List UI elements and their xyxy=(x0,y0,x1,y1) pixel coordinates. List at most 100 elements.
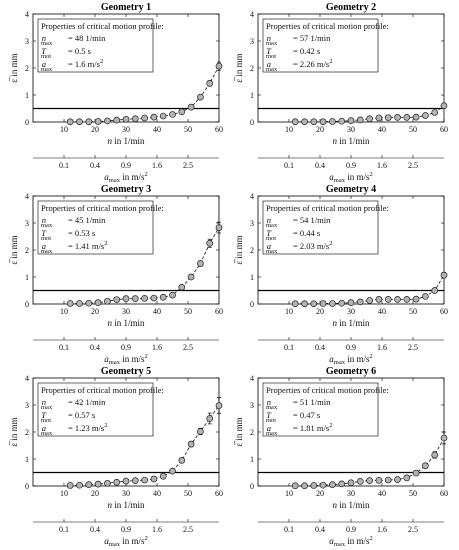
x-tick-label: 60 xyxy=(440,307,448,316)
data-point xyxy=(131,295,139,302)
secondary-x-tick-label: 2.5 xyxy=(408,525,418,534)
data-point xyxy=(104,297,111,305)
secondary-x-tick-label: 0.9 xyxy=(346,161,356,170)
y-tick-label: 3 xyxy=(250,401,254,410)
y-tick-label: 0 xyxy=(25,300,29,309)
data-point xyxy=(310,482,318,489)
y-tick-label: 1 xyxy=(250,273,254,282)
chart-panel-4: Geometry 4 0 1 2 3 4 10 20 30 40 50 60 ε̅ in mm n in … xyxy=(234,184,448,366)
x-tick-label: 50 xyxy=(409,489,417,498)
data-point xyxy=(431,109,439,116)
y-tick-label: 1 xyxy=(25,455,29,464)
data-point xyxy=(412,295,420,303)
data-point xyxy=(384,114,392,122)
secondary-x-axis-label: amax in m/s2 xyxy=(329,171,372,184)
data-point xyxy=(347,117,355,125)
info-box xyxy=(262,200,379,255)
data-point xyxy=(422,462,429,470)
info-heading: Properties of critical motion profile: xyxy=(266,203,389,213)
secondary-x-tick-label: 0.4 xyxy=(315,525,325,534)
data-point xyxy=(150,475,158,483)
data-point xyxy=(422,293,429,300)
y-tick-label: 2 xyxy=(25,428,29,437)
data-point xyxy=(76,481,83,489)
data-point xyxy=(141,476,148,484)
data-point xyxy=(94,299,102,306)
data-point xyxy=(412,469,420,477)
data-point xyxy=(366,115,373,123)
y-tick-label: 3 xyxy=(250,219,254,228)
data-point xyxy=(206,239,214,247)
data-point xyxy=(122,295,130,302)
data-point xyxy=(375,296,383,303)
y-tick-label: 1 xyxy=(25,273,29,282)
data-point xyxy=(403,474,411,482)
data-point xyxy=(169,291,176,299)
data-point xyxy=(394,296,401,303)
x-tick-label: 60 xyxy=(215,489,223,498)
secondary-x-tick-label: 0.1 xyxy=(284,161,294,170)
series-line xyxy=(70,405,220,486)
secondary-x-tick-label: 2.5 xyxy=(183,161,193,170)
data-point xyxy=(329,481,336,488)
data-point xyxy=(113,116,121,124)
data-point xyxy=(178,108,186,116)
info-n-max: n max= 42 1/min xyxy=(41,397,106,411)
x-tick-label: 50 xyxy=(184,307,192,316)
x-tick-label: 20 xyxy=(91,125,99,134)
secondary-x-tick-label: 0.9 xyxy=(121,343,131,352)
data-point xyxy=(206,80,214,87)
y-tick-label: 2 xyxy=(250,428,254,437)
secondary-x-axis-label: amax in m/s2 xyxy=(104,171,147,184)
info-a-max: a max= 1.23 m/s2 xyxy=(41,422,107,437)
data-point xyxy=(403,114,411,121)
y-tick-label: 4 xyxy=(25,10,29,19)
y-tick-label: 0 xyxy=(250,118,254,127)
x-tick-label: 20 xyxy=(316,489,324,498)
data-point xyxy=(169,111,176,118)
x-tick-label: 40 xyxy=(153,125,161,134)
data-point xyxy=(76,300,83,307)
series-line xyxy=(70,65,220,123)
info-n-max: n max= 57 1/min xyxy=(266,33,331,47)
secondary-x-tick-label: 1.6 xyxy=(377,161,387,170)
x-tick-label: 50 xyxy=(409,125,417,134)
info-a-max: a max= 2.26 m/s2 xyxy=(266,58,332,73)
y-tick-label: 2 xyxy=(250,246,254,255)
x-tick-label: 50 xyxy=(184,125,192,134)
secondary-x-tick-label: 1.6 xyxy=(377,343,387,352)
info-box xyxy=(262,18,379,73)
data-point xyxy=(187,273,195,281)
info-n-max: n max= 54 1/min xyxy=(266,215,331,229)
data-point xyxy=(384,476,392,484)
chart-panel-1: Geometry 1 0 1 2 3 4 10 20 30 40 50 60 ε̅ in mm n in … xyxy=(9,2,223,184)
secondary-x-tick-label: 0.1 xyxy=(284,343,294,352)
data-point xyxy=(310,300,318,308)
y-axis-label: ε̅ in mm xyxy=(9,53,19,82)
y-axis-label: ε̅ in mm xyxy=(234,235,244,264)
secondary-x-axis-label: amax in m/s2 xyxy=(104,353,147,366)
chart-panel-3: Geometry 3 0 1 2 3 4 10 20 30 40 50 60 ε̅ in mm n in … xyxy=(9,184,223,366)
secondary-x-tick-label: 0.9 xyxy=(121,161,131,170)
data-point xyxy=(187,440,195,448)
info-a-max: a max= 1.6 m/s2 xyxy=(41,58,103,73)
chart-title: Geometry 6 xyxy=(326,366,376,377)
data-point xyxy=(329,118,336,125)
secondary-x-tick-label: 1.6 xyxy=(152,161,162,170)
data-point xyxy=(319,481,327,489)
info-n-max: n max= 48 1/min xyxy=(41,33,106,47)
x-tick-label: 60 xyxy=(215,307,223,316)
y-tick-label: 2 xyxy=(250,64,254,73)
data-point xyxy=(329,300,336,307)
x-tick-label: 60 xyxy=(440,489,448,498)
x-tick-label: 40 xyxy=(378,307,386,316)
data-point xyxy=(394,476,401,483)
info-box xyxy=(37,382,154,437)
secondary-x-tick-label: 1.6 xyxy=(152,343,162,352)
x-axis-label: n in 1/min xyxy=(332,136,370,146)
secondary-x-tick-label: 2.5 xyxy=(183,343,193,352)
y-tick-label: 3 xyxy=(250,37,254,46)
data-point xyxy=(440,102,448,110)
info-box xyxy=(262,382,379,437)
